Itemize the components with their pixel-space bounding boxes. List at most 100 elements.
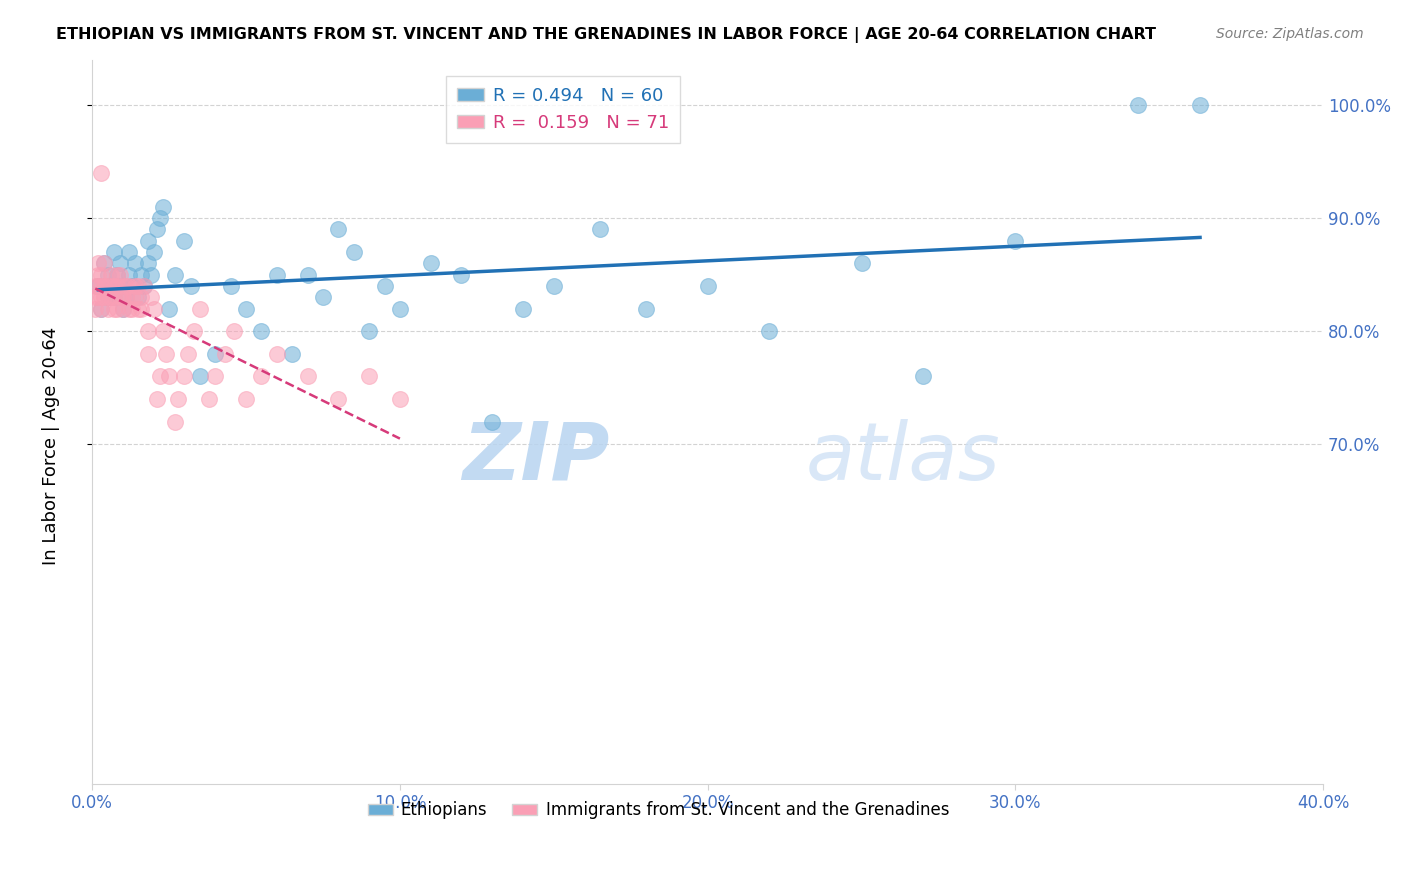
Point xyxy=(105,279,128,293)
Point xyxy=(297,268,319,282)
Point xyxy=(173,234,195,248)
Text: ETHIOPIAN VS IMMIGRANTS FROM ST. VINCENT AND THE GRENADINES IN LABOR FORCE | AGE: ETHIOPIAN VS IMMIGRANTS FROM ST. VINCENT… xyxy=(56,27,1156,43)
Text: Source: ZipAtlas.com: Source: ZipAtlas.com xyxy=(1216,27,1364,41)
Point xyxy=(87,290,110,304)
Point xyxy=(105,268,128,282)
Point xyxy=(250,324,273,338)
Legend: Ethiopians, Immigrants from St. Vincent and the Grenadines: Ethiopians, Immigrants from St. Vincent … xyxy=(361,795,956,826)
Point xyxy=(131,290,153,304)
Point xyxy=(297,369,319,384)
Point xyxy=(90,301,112,316)
Point xyxy=(152,324,174,338)
Point xyxy=(124,279,146,293)
Point xyxy=(188,301,211,316)
Point xyxy=(136,347,159,361)
Point xyxy=(121,290,143,304)
Point xyxy=(1128,98,1150,112)
Point xyxy=(111,301,134,316)
Point xyxy=(118,244,141,259)
Point xyxy=(124,290,146,304)
Point xyxy=(90,166,112,180)
Point xyxy=(328,392,350,406)
Point xyxy=(93,279,115,293)
Point xyxy=(204,369,226,384)
Point xyxy=(90,268,112,282)
Point xyxy=(90,301,112,316)
Point xyxy=(93,256,115,270)
Point xyxy=(131,268,153,282)
Point xyxy=(758,324,780,338)
Point xyxy=(312,290,335,304)
Point xyxy=(250,369,273,384)
Point xyxy=(136,234,159,248)
Point xyxy=(388,301,411,316)
Point xyxy=(127,301,149,316)
Point xyxy=(146,392,169,406)
Point xyxy=(157,369,180,384)
Point xyxy=(105,301,128,316)
Point xyxy=(84,290,107,304)
Point xyxy=(100,279,122,293)
Point xyxy=(1004,234,1026,248)
Point xyxy=(134,279,156,293)
Point xyxy=(359,369,381,384)
Point xyxy=(100,268,122,282)
Point xyxy=(103,301,125,316)
Point xyxy=(111,301,134,316)
Point xyxy=(139,268,162,282)
Point xyxy=(90,290,112,304)
Point xyxy=(121,301,143,316)
Point xyxy=(87,268,110,282)
Point xyxy=(204,347,226,361)
Point xyxy=(111,279,134,293)
Point xyxy=(100,290,122,304)
Point xyxy=(127,279,149,293)
Point xyxy=(165,415,187,429)
Text: atlas: atlas xyxy=(806,419,1001,497)
Point xyxy=(136,324,159,338)
Point xyxy=(235,301,257,316)
Point xyxy=(343,244,366,259)
Point xyxy=(139,290,162,304)
Point xyxy=(97,290,120,304)
Point xyxy=(87,279,110,293)
Point xyxy=(176,347,198,361)
Point xyxy=(118,301,141,316)
Point xyxy=(155,347,177,361)
Point xyxy=(266,268,288,282)
Point xyxy=(912,369,935,384)
Point xyxy=(180,279,202,293)
Point xyxy=(103,290,125,304)
Point xyxy=(328,222,350,236)
Point xyxy=(152,200,174,214)
Point xyxy=(281,347,304,361)
Point xyxy=(118,268,141,282)
Point xyxy=(115,290,138,304)
Point xyxy=(450,268,472,282)
Point xyxy=(84,301,107,316)
Point xyxy=(512,301,534,316)
Point xyxy=(266,347,288,361)
Point xyxy=(359,324,381,338)
Point xyxy=(222,324,245,338)
Point xyxy=(167,392,190,406)
Point xyxy=(198,392,221,406)
Point xyxy=(97,301,120,316)
Point xyxy=(108,268,131,282)
Point xyxy=(103,279,125,293)
Point xyxy=(214,347,236,361)
Point xyxy=(373,279,395,293)
Point xyxy=(105,279,128,293)
Point xyxy=(149,211,172,225)
Point xyxy=(589,222,612,236)
Point xyxy=(235,392,257,406)
Point xyxy=(105,268,128,282)
Point xyxy=(851,256,873,270)
Point xyxy=(419,256,441,270)
Point xyxy=(111,279,134,293)
Point xyxy=(142,301,165,316)
Point xyxy=(183,324,205,338)
Point xyxy=(108,256,131,270)
Point xyxy=(131,301,153,316)
Text: ZIP: ZIP xyxy=(461,419,609,497)
